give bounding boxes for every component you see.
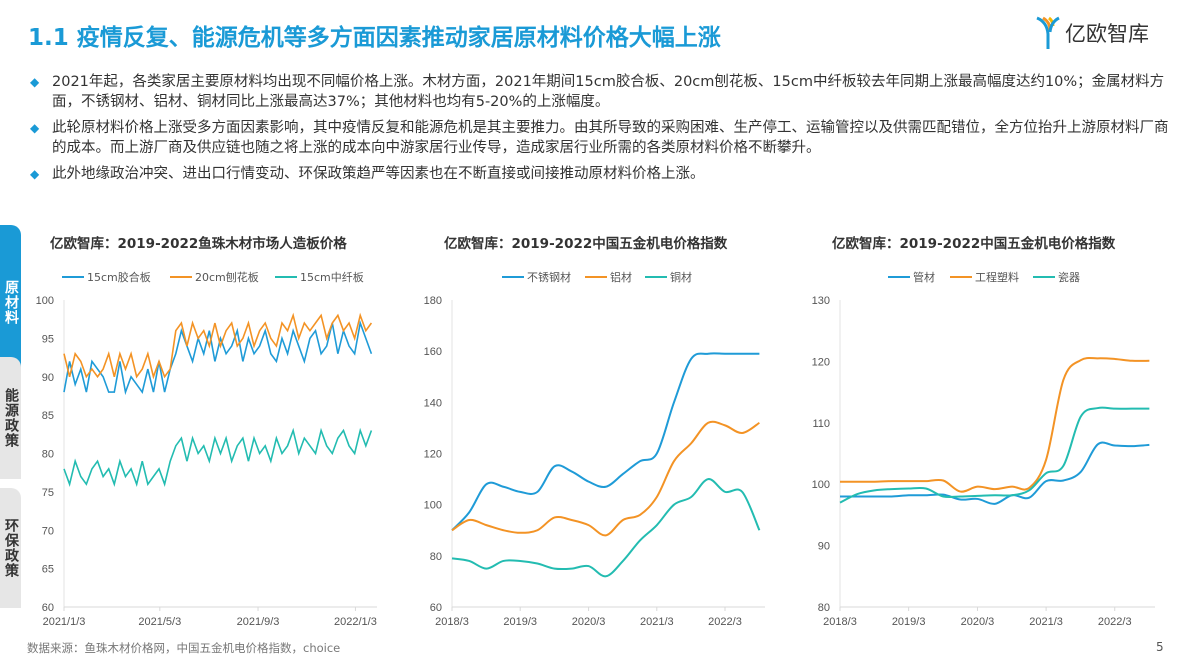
side-tab-energy-policy[interactable]: 能源政策 [0,357,21,479]
series-line-2 [451,420,760,537]
y-tick-label: 60 [42,602,54,614]
x-tick-label: 2021/3 [1029,616,1063,628]
x-tick-label: 2021/3 [640,616,674,628]
legend-label: 管材 [913,270,935,284]
bullet-item: ◆ 此轮原材料价格上涨受多方面因素影响，其中疫情反复和能源危机是其主要推力。由其所… [30,118,1180,158]
y-tick-label: 70 [42,525,54,537]
chart2-title: 亿欧智库：2019-2022中国五金机电价格指数 [444,236,728,252]
series-line-3 [839,406,1150,504]
y-tick-label: 80 [818,602,830,614]
y-tick-label: 180 [424,295,442,307]
x-tick-label: 2018/3 [435,616,469,628]
series-line-1 [839,441,1150,505]
y-tick-label: 110 [812,418,830,430]
legend-label: 15cm中纤板 [300,270,364,284]
y-tick-label: 100 [424,500,442,512]
diamond-icon: ◆ [30,167,40,181]
legend-label: 20cm刨花板 [195,270,259,284]
y-tick-label: 100 [36,295,54,307]
x-tick-label: 2022/3 [708,616,742,628]
y-tick-label: 60 [430,602,442,614]
x-tick-label: 2022/1/3 [334,616,377,628]
legend-label: 铝材 [610,270,632,284]
side-tab-environmental-policy[interactable]: 环保政策 [0,488,21,608]
diamond-icon: ◆ [30,75,40,89]
x-tick-label: 2022/3 [1098,616,1132,628]
x-tick-label: 2020/3 [961,616,995,628]
legend-label: 铜材 [670,270,692,284]
legend-label: 15cm胶合板 [87,270,151,284]
y-tick-label: 80 [42,449,54,461]
chart1-title: 亿欧智库：2019-2022鱼珠木材市场人造板价格 [50,236,347,252]
legend-label: 工程塑料 [975,270,1019,284]
y-tick-label: 85 [42,410,54,422]
y-tick-label: 65 [42,564,54,576]
x-tick-label: 2021/9/3 [237,616,280,628]
page-number: 5 [1156,640,1164,654]
series-line-2 [63,312,373,380]
x-tick-label: 2019/3 [503,616,537,628]
chart3-title: 亿欧智库：2019-2022中国五金机电价格指数 [832,236,1116,252]
page-title: 1.1 疫情反复、能源危机等多方面因素推动家居原材料价格大幅上涨 [28,25,721,51]
y-tick-label: 160 [424,346,442,358]
logo: 亿欧智库 [1035,16,1149,50]
bullet-list: ◆ 2021年起，各类家居主要原材料均出现不同幅价格上涨。木材方面，2021年期间… [30,72,1180,190]
y-tick-label: 140 [424,397,442,409]
y-tick-label: 75 [42,487,54,499]
y-tick-label: 120 [424,449,442,461]
y-tick-label: 100 [812,479,830,491]
logo-icon [1036,16,1060,49]
logo-text: 亿欧智库 [1065,22,1149,46]
y-tick-label: 120 [812,356,830,368]
data-source: 数据来源：鱼珠木材价格网，中国五金机电价格指数，choice [27,641,341,655]
series-line-1 [63,319,373,396]
bullet-text: 此外地缘政治冲突、进出口行情变动、环保政策趋严等因素也在不断直接或间接推动原材料… [52,166,705,182]
x-tick-label: 2021/1/3 [43,616,86,628]
bullet-item: ◆ 此外地缘政治冲突、进出口行情变动、环保政策趋严等因素也在不断直接或间接推动原材… [30,164,1180,184]
legend-label: 不锈钢材 [527,270,571,284]
diamond-icon: ◆ [30,121,40,135]
series-line-2 [840,356,1150,493]
bullet-item: ◆ 2021年起，各类家居主要原材料均出现不同幅价格上涨。木材方面，2021年期间… [30,72,1180,112]
legend-label: 瓷器 [1058,270,1080,284]
y-tick-label: 95 [42,333,54,345]
x-tick-label: 2020/3 [572,616,606,628]
x-tick-label: 2018/3 [823,616,857,628]
x-tick-label: 2019/3 [892,616,926,628]
y-tick-label: 130 [812,295,830,307]
y-tick-label: 90 [42,372,54,384]
bullet-text: 2021年起，各类家居主要原材料均出现不同幅价格上涨。木材方面，2021年期间1… [52,74,1165,110]
bullet-text: 此轮原材料价格上涨受多方面因素影响，其中疫情反复和能源危机是其主要推力。由其所导… [52,120,1169,156]
series-line-3 [451,478,761,578]
series-line-3 [63,427,373,487]
y-tick-label: 90 [818,541,830,553]
series-line-1 [451,352,760,531]
y-tick-label: 80 [430,551,442,563]
x-tick-label: 2021/5/3 [138,616,181,628]
side-tab-raw-materials[interactable]: 原材料 [0,225,21,380]
